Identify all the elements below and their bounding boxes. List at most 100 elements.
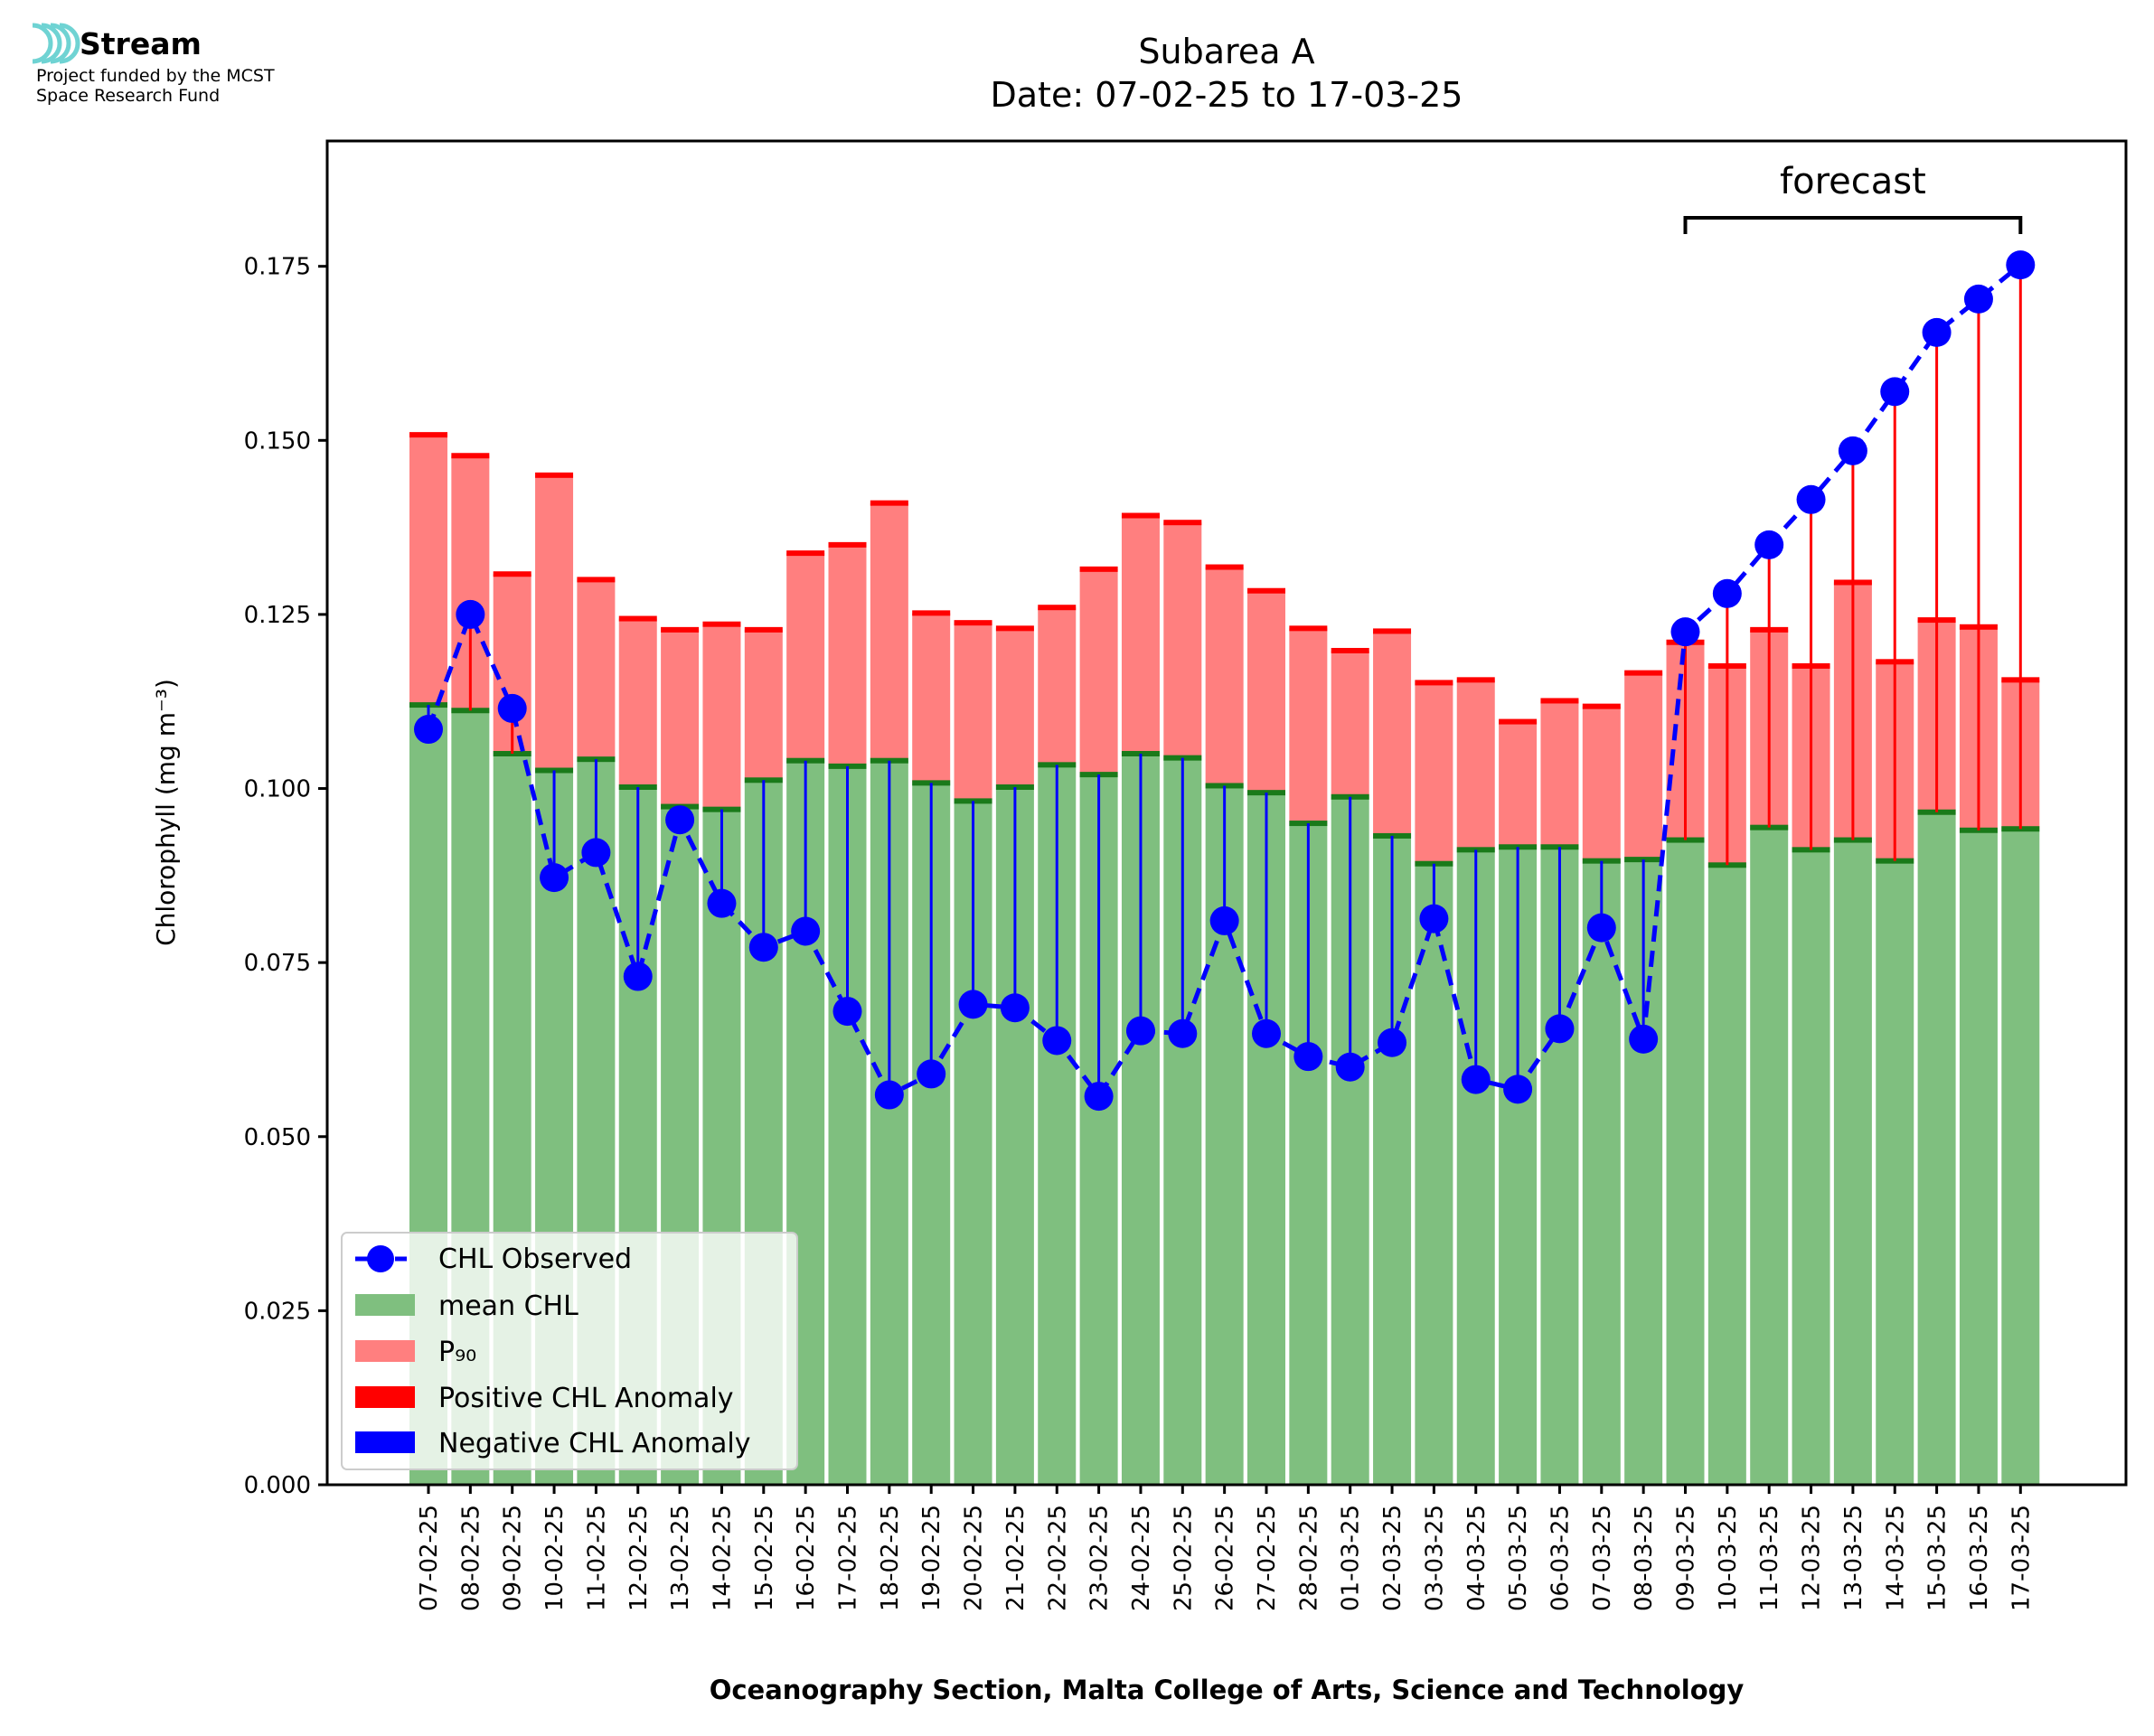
x-tick-label: 13-03-25: [1840, 1505, 1867, 1611]
legend-label-positive: Positive CHL Anomaly: [438, 1383, 734, 1414]
legend-label-p90: P₉₀: [438, 1337, 476, 1368]
observed-point: [414, 715, 443, 745]
x-tick-label: 07-02-25: [416, 1505, 443, 1611]
p90-cap: [995, 625, 1034, 632]
p90-cap: [786, 550, 825, 557]
p90-cap: [1289, 625, 1328, 632]
observed-point: [707, 888, 737, 918]
x-tick-label: 06-03-25: [1547, 1505, 1574, 1611]
p90-bar: [535, 474, 574, 771]
p90-bar: [1624, 672, 1663, 860]
p90-bar: [618, 618, 657, 787]
observed-point: [623, 962, 653, 991]
legend-item-observed: CHL Observed: [355, 1243, 632, 1275]
observed-point: [1419, 904, 1449, 934]
observed-point: [1461, 1065, 1491, 1094]
x-tick-label: 16-02-25: [793, 1505, 820, 1611]
x-tick-label: 16-03-25: [1966, 1505, 1993, 1611]
observed-point: [1629, 1024, 1659, 1054]
observed-point: [1335, 1052, 1365, 1082]
legend-label-negative: Negative CHL Anomaly: [438, 1428, 751, 1459]
observed-point: [1378, 1028, 1407, 1057]
p90-cap: [1079, 566, 1118, 572]
x-tick-label: 19-02-25: [918, 1505, 945, 1611]
mean-bar: [1876, 860, 1914, 1485]
p90-cap: [1540, 698, 1579, 704]
p90-cap: [1038, 605, 1077, 611]
y-tick-label: 0.175: [244, 254, 311, 281]
p90-bar: [1415, 682, 1453, 864]
observed-point: [456, 599, 485, 629]
p90-cap: [1331, 647, 1369, 653]
legend: CHL Observed mean CHL P₉₀ Positive CHL A…: [341, 1232, 798, 1470]
p90-bar: [1079, 568, 1118, 775]
forecast-label: forecast: [1780, 161, 1926, 202]
p90-cap: [1624, 670, 1663, 676]
mean-bar: [1707, 865, 1746, 1485]
legend-label-mean: mean CHL: [438, 1290, 578, 1322]
p90-cap: [828, 541, 867, 548]
p90-bar: [1540, 700, 1579, 848]
observed-point: [2006, 250, 2036, 280]
y-tick-label: 0.075: [244, 950, 311, 977]
observed-point: [832, 997, 862, 1027]
observed-point: [1252, 1018, 1281, 1048]
x-tick-label: 18-02-25: [877, 1505, 904, 1611]
anomaly-layer: [427, 265, 2022, 1097]
observed-point: [791, 916, 821, 946]
observed-point: [540, 863, 569, 893]
forecast-bracket-line: [1683, 216, 2023, 234]
observed-point: [1042, 1026, 1072, 1056]
p90-cap: [1205, 564, 1244, 570]
observed-point: [1125, 1016, 1155, 1046]
mean-bar: [1917, 812, 1956, 1485]
y-tick-label: 0.050: [244, 1124, 311, 1151]
observed-point: [1796, 484, 1826, 514]
mean-bar: [1415, 863, 1453, 1485]
legend-item-mean: mean CHL: [355, 1290, 578, 1322]
p90-bar: [1038, 607, 1077, 765]
x-tick-label: 03-03-25: [1421, 1505, 1448, 1611]
p90-cap: [870, 500, 908, 506]
x-tick-label: 02-03-25: [1379, 1505, 1406, 1611]
observed-point: [1922, 317, 1952, 347]
p90-bar: [828, 544, 867, 766]
legend-box: [341, 1232, 798, 1470]
p90-bar: [1456, 680, 1495, 850]
x-tick-label: 04-03-25: [1463, 1505, 1491, 1611]
observed-point: [1545, 1014, 1575, 1044]
x-tick-label: 17-03-25: [2008, 1505, 2035, 1611]
observed-point: [1838, 436, 1867, 465]
x-tick-label: 14-03-25: [1882, 1505, 1909, 1611]
p90-cap: [493, 571, 531, 577]
y-tick-label: 0.000: [244, 1472, 311, 1499]
x-tick-label: 28-02-25: [1295, 1505, 1322, 1611]
observed-point: [874, 1080, 904, 1110]
x-tick-label: 22-02-25: [1044, 1505, 1071, 1611]
y-tick-label: 0.150: [244, 427, 311, 455]
y-tick-label: 0.125: [244, 602, 311, 629]
x-axis-label: Oceanography Section, Malta College of A…: [710, 1675, 1745, 1705]
p90-bar: [1205, 567, 1244, 786]
observed-point: [1670, 617, 1700, 647]
y-axis: 0.000 0.025 0.050 0.075 0.100 0.125 0.150 0.175: [244, 254, 327, 1499]
p90-cap: [409, 432, 447, 438]
forecast-bracket: forecast: [1683, 161, 2023, 234]
y-axis-label: Chlorophyll (mg m⁻³): [151, 679, 181, 946]
p90-cap: [535, 472, 574, 478]
mean-bar: [1666, 840, 1705, 1485]
mean-bar: [1792, 849, 1830, 1485]
legend-item-negative-anomaly: Negative CHL Anomaly: [355, 1428, 751, 1459]
mean-bar: [1833, 840, 1872, 1485]
p90-cap: [1163, 520, 1202, 526]
p90-cap: [1121, 512, 1160, 519]
p90-cap: [1373, 628, 1412, 634]
observed-point: [1209, 906, 1239, 935]
observed-point: [581, 838, 611, 868]
p90-cap: [1247, 587, 1285, 594]
x-tick-label: 24-02-25: [1128, 1505, 1155, 1611]
p90-cap: [1456, 677, 1495, 683]
observed-point: [497, 693, 527, 723]
x-tick-label: 12-02-25: [626, 1505, 653, 1611]
x-tick-label: 13-02-25: [667, 1505, 694, 1611]
